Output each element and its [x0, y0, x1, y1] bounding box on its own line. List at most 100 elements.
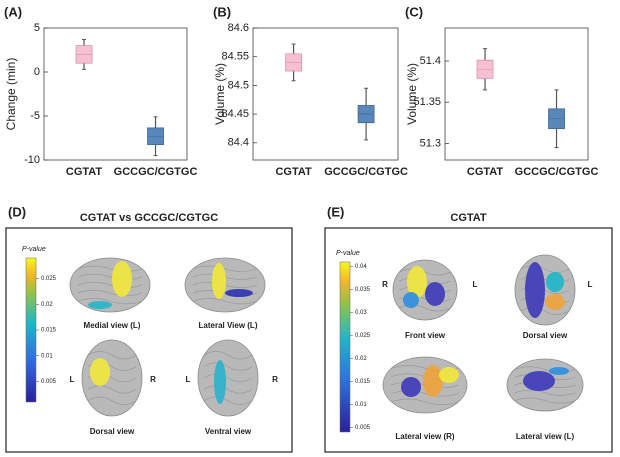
brain-region — [546, 272, 564, 292]
view-label: Lateral view (L) — [516, 432, 575, 441]
panel-title: CGTAT — [450, 212, 487, 224]
panel-label: (E) — [327, 204, 344, 219]
side-label: R — [150, 375, 156, 384]
brain-region — [549, 367, 569, 375]
side-label: L — [588, 280, 593, 289]
brain-region — [403, 292, 419, 308]
colorbar-tick-label: 0.035 — [355, 287, 371, 293]
brain-sulcus — [391, 398, 459, 405]
side-label: L — [186, 375, 191, 384]
brain-sulcus — [399, 268, 451, 276]
x-tick-label: CGTAT — [275, 166, 312, 178]
x-tick-label: CGTAT — [467, 166, 504, 178]
y-axis-label: Volume (%) — [213, 63, 227, 125]
brain-region — [439, 367, 459, 383]
axes-frame — [444, 27, 589, 161]
panel-label: (D) — [8, 204, 26, 219]
axes-frame — [252, 27, 399, 161]
brain-sulcus — [87, 396, 137, 405]
brain-sulcus — [87, 351, 137, 360]
brain-region — [545, 294, 565, 310]
colorbar-tick-label: 0.005 — [355, 425, 371, 431]
x-tick-label: CGTAT — [66, 166, 103, 178]
y-axis-label: Change (min) — [4, 58, 18, 131]
brain-sulcus — [203, 396, 253, 405]
side-label: L — [70, 375, 75, 384]
colorbar-tick-label: 0.01 — [355, 402, 367, 408]
brain-sulcus — [87, 385, 137, 394]
brain-region — [401, 377, 421, 397]
axes-frame — [43, 27, 188, 161]
panel-label: (C) — [405, 4, 423, 19]
view-label: Ventral view — [205, 427, 252, 436]
view-label: Medial view (L) — [84, 321, 141, 330]
side-label: R — [382, 280, 388, 289]
y-tick-label: -5 — [30, 110, 40, 122]
brain-region — [212, 263, 226, 299]
brain-sulcus — [203, 351, 253, 360]
brain-sulcus — [520, 265, 570, 273]
y-tick-label: -10 — [24, 154, 40, 166]
brain-region — [425, 282, 445, 306]
y-tick-label: 51.3 — [420, 137, 441, 149]
colorbar-tick-label: 0.03 — [355, 310, 367, 316]
brain-sulcus — [77, 290, 143, 297]
colorbar-label: P-value — [22, 246, 46, 253]
y-axis-label: Volume (%) — [405, 63, 419, 125]
brain-sulcus — [77, 298, 143, 305]
y-tick-label: 84.4 — [228, 137, 249, 149]
brain-sulcus — [514, 397, 576, 404]
colorbar-label: P-value — [336, 250, 360, 257]
colorbar-tick-label: 0.04 — [355, 264, 367, 270]
x-tick-label: GCCGC/CGTGC — [324, 166, 408, 178]
brain-region — [423, 365, 443, 397]
brain-region — [90, 358, 110, 386]
y-tick-label: 51.4 — [420, 55, 441, 67]
x-tick-label: GCCGC/CGTGC — [515, 166, 599, 178]
brain-sulcus — [514, 389, 576, 396]
view-label: Front view — [405, 331, 446, 340]
brain-region — [225, 289, 253, 297]
brain-sulcus — [192, 265, 258, 272]
y-tick-label: 84.6 — [228, 22, 249, 34]
brain-region — [407, 266, 427, 298]
colorbar — [25, 257, 37, 403]
colorbar-tick-label: 0.02 — [355, 356, 367, 362]
brain-sulcus — [77, 265, 143, 272]
panel-frame — [324, 227, 613, 453]
brain-sulcus — [203, 362, 253, 371]
brain-sulcus — [203, 385, 253, 394]
colorbar-tick-label: 0.015 — [41, 328, 57, 334]
colorbar-tick-label: 0.015 — [355, 379, 371, 385]
panel-title: CGTAT vs GCCGC/CGTGC — [80, 212, 218, 224]
brain-sulcus — [203, 373, 253, 383]
y-tick-label: 0 — [34, 66, 40, 78]
panel-frame — [5, 227, 293, 453]
brain-sulcus — [391, 390, 459, 397]
colorbar-tick-label: 0.005 — [41, 379, 57, 385]
brain-region — [525, 262, 545, 318]
view-label: Lateral View (L) — [199, 321, 258, 330]
brain-region — [523, 371, 555, 391]
y-tick-label: 84.55 — [221, 51, 249, 63]
brain-region — [214, 360, 226, 404]
brain-sulcus — [192, 298, 258, 305]
y-tick-label: 84.5 — [228, 79, 249, 91]
y-tick-label: 84.45 — [221, 108, 249, 120]
y-tick-label: 5 — [34, 22, 40, 34]
colorbar — [339, 261, 351, 433]
view-label: Dorsal view — [523, 331, 568, 340]
view-label: Lateral view (R) — [395, 432, 454, 441]
panel-label: (B) — [213, 4, 231, 19]
brain-sulcus — [77, 281, 143, 289]
colorbar-tick-label: 0.025 — [41, 276, 57, 282]
brain-region — [112, 261, 132, 297]
x-tick-label: GCCGC/CGTGC — [114, 166, 198, 178]
brain-sulcus — [77, 273, 143, 280]
view-label: Dorsal view — [90, 427, 135, 436]
panel-label: (A) — [4, 4, 22, 19]
side-label: R — [272, 375, 278, 384]
colorbar-tick-label: 0.01 — [41, 353, 53, 359]
colorbar-tick-label: 0.025 — [355, 333, 371, 339]
